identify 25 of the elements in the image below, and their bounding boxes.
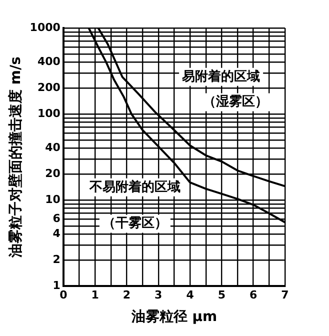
x-tick-label: 2	[122, 288, 131, 302]
x-axis-title: 油雾粒径 μm	[130, 309, 218, 326]
annotation: 不易附着的区域	[88, 178, 180, 195]
y-axis-title: 油雾粒子对壁面的撞击速度 m/s	[7, 56, 24, 258]
x-tick-label: 7	[281, 288, 289, 302]
y-tick-label: 20	[45, 166, 61, 180]
x-tick-label: 6	[250, 288, 258, 302]
annotation: （湿雾区）	[203, 94, 268, 110]
x-tick-label: 5	[218, 288, 226, 302]
annotation: （干雾区）	[102, 216, 168, 232]
x-tick-label: 4	[186, 288, 194, 302]
x-tick-label: 1	[91, 288, 99, 302]
y-tick-label: 200	[37, 80, 61, 94]
y-tick-label: 6	[52, 212, 61, 225]
y-tick-label: 1	[52, 278, 60, 292]
y-tick-label: 400	[37, 55, 61, 68]
x-tick-label: 3	[154, 288, 162, 302]
y-tick-label: 4	[52, 227, 61, 240]
x-tick-label: 0	[60, 288, 68, 302]
annotation: 易附着的区域	[181, 68, 260, 84]
y-tick-label: 10	[45, 192, 61, 206]
y-tick-label: 40	[45, 141, 61, 154]
y-tick-label: 100	[37, 106, 61, 120]
y-tick-label: 2	[52, 252, 60, 266]
y-tick-label: 1000	[30, 20, 61, 34]
